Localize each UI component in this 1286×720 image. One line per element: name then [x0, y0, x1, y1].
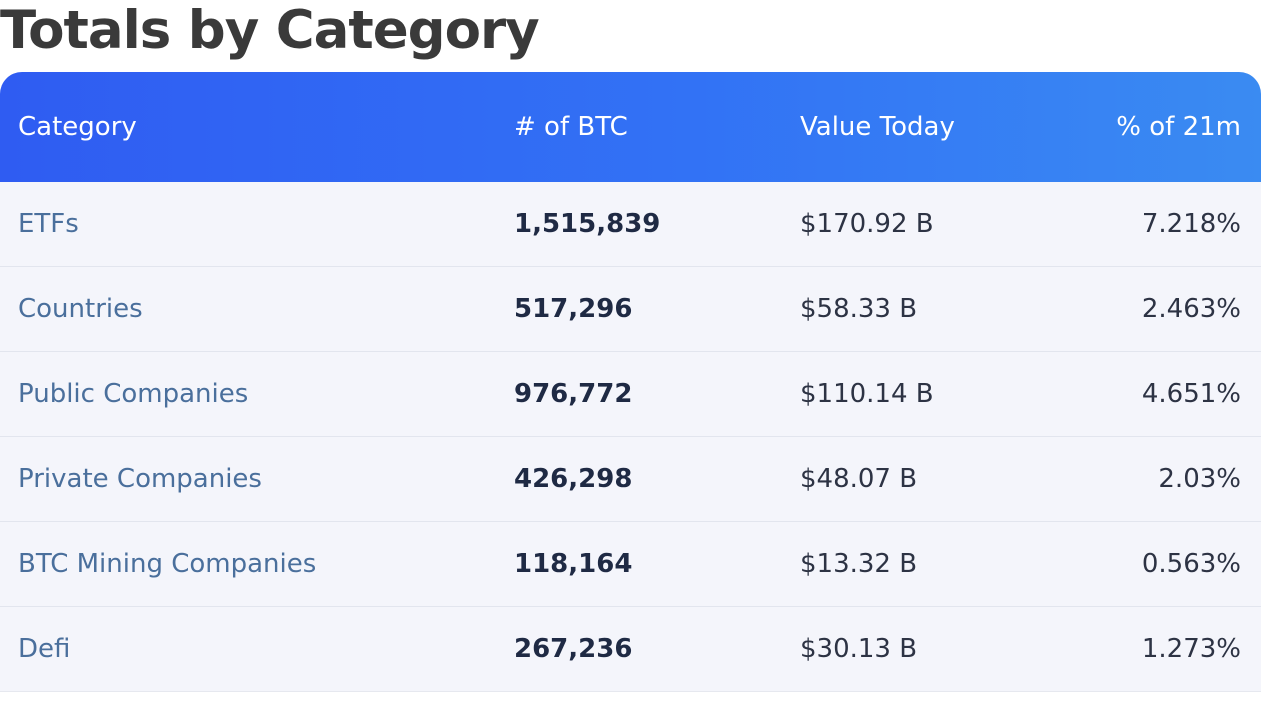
- value-today: $30.13 B: [800, 634, 918, 664]
- percent-of-supply: 7.218%: [1141, 209, 1241, 239]
- category-totals-table: Category # of BTC Value Today % of 21m E…: [0, 72, 1261, 692]
- table-row: Public Companies 976,772 $110.14 B 4.651…: [0, 352, 1261, 437]
- btc-amount: 976,772: [514, 379, 633, 409]
- percent-of-supply: 1.273%: [1141, 634, 1241, 664]
- percent-of-supply: 4.651%: [1141, 379, 1241, 409]
- column-header-btc[interactable]: # of BTC: [514, 112, 628, 142]
- column-header-percent[interactable]: % of 21m: [1116, 112, 1241, 142]
- category-link[interactable]: BTC Mining Companies: [18, 549, 317, 579]
- percent-of-supply: 2.463%: [1141, 294, 1241, 324]
- btc-amount: 267,236: [514, 634, 633, 664]
- table-row: Countries 517,296 $58.33 B 2.463%: [0, 267, 1261, 352]
- category-link[interactable]: Defi: [18, 634, 71, 664]
- category-link[interactable]: Countries: [18, 294, 143, 324]
- value-today: $170.92 B: [800, 209, 934, 239]
- column-header-value[interactable]: Value Today: [800, 112, 955, 142]
- btc-amount: 1,515,839: [514, 209, 661, 239]
- column-header-category[interactable]: Category: [18, 112, 137, 142]
- btc-amount: 118,164: [514, 549, 633, 579]
- value-today: $48.07 B: [800, 464, 918, 494]
- btc-amount: 426,298: [514, 464, 633, 494]
- btc-amount: 517,296: [514, 294, 633, 324]
- page-title: Totals by Category: [0, 0, 540, 61]
- value-today: $110.14 B: [800, 379, 934, 409]
- value-today: $58.33 B: [800, 294, 918, 324]
- percent-of-supply: 2.03%: [1158, 464, 1241, 494]
- category-link[interactable]: Public Companies: [18, 379, 249, 409]
- percent-of-supply: 0.563%: [1141, 549, 1241, 579]
- table-row: BTC Mining Companies 118,164 $13.32 B 0.…: [0, 522, 1261, 607]
- table-row: ETFs 1,515,839 $170.92 B 7.218%: [0, 182, 1261, 267]
- table-header-row: Category # of BTC Value Today % of 21m: [0, 72, 1261, 182]
- value-today: $13.32 B: [800, 549, 918, 579]
- table-row: Defi 267,236 $30.13 B 1.273%: [0, 607, 1261, 692]
- category-link[interactable]: Private Companies: [18, 464, 262, 494]
- table-row: Private Companies 426,298 $48.07 B 2.03%: [0, 437, 1261, 522]
- category-link[interactable]: ETFs: [18, 209, 79, 239]
